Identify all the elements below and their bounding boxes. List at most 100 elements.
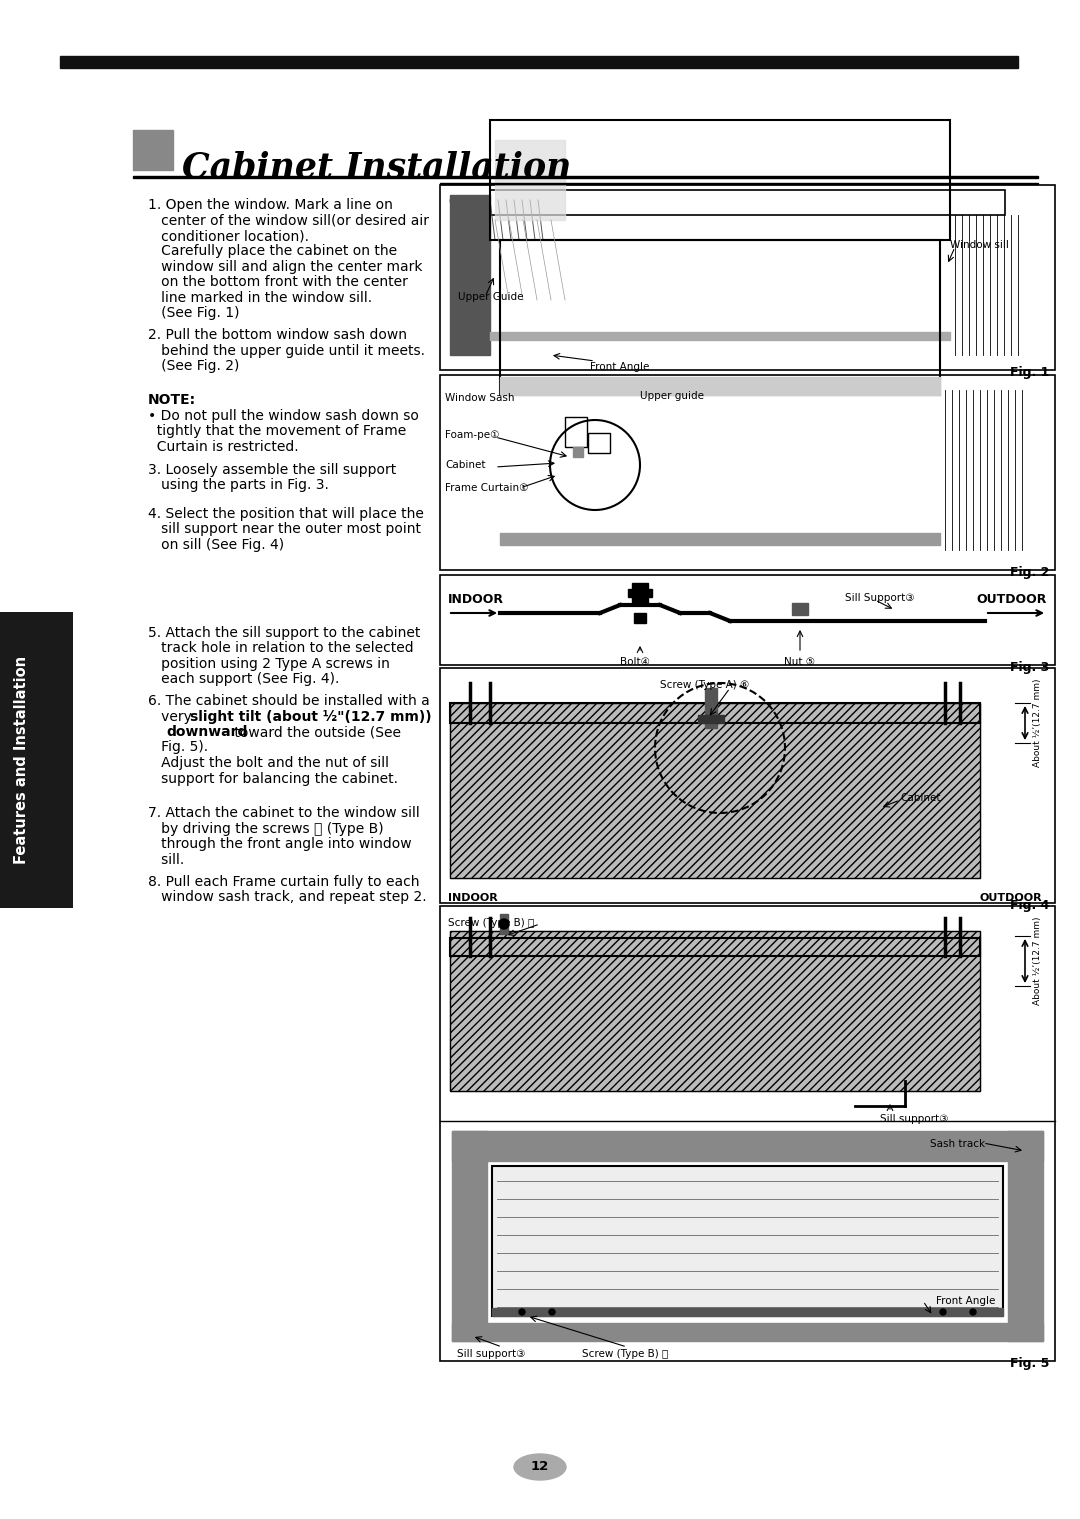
Text: 1. Open the window. Mark a line on: 1. Open the window. Mark a line on (148, 197, 393, 213)
Bar (500, 914, 508, 934)
Text: 7. Attach the cabinet to the window sill: 7. Attach the cabinet to the window sill (148, 807, 420, 820)
Bar (440, 668, 1055, 902)
Text: Upper guide: Upper guide (640, 390, 704, 401)
Text: on the bottom front with the center: on the bottom front with the center (148, 275, 408, 290)
Bar (573, 447, 583, 457)
Bar (490, 333, 950, 340)
Text: About ½’(12.7 mm): About ½’(12.7 mm) (1032, 917, 1042, 1006)
Text: Features and Installation: Features and Installation (14, 656, 29, 864)
Circle shape (519, 1309, 525, 1315)
Bar (565, 418, 588, 447)
Text: each support (See Fig. 4).: each support (See Fig. 4). (148, 673, 339, 687)
Text: using the parts in Fig. 3.: using the parts in Fig. 3. (148, 478, 329, 492)
Text: Adjust the bolt and the nut of sill: Adjust the bolt and the nut of sill (148, 756, 389, 770)
Text: Bolt④: Bolt④ (620, 658, 650, 667)
Bar (500, 377, 940, 395)
Text: INDOOR: INDOOR (448, 893, 498, 902)
Text: OUTDOOR: OUTDOOR (976, 592, 1047, 606)
Text: line marked in the window sill.: line marked in the window sill. (148, 292, 373, 305)
Text: 5. Attach the sill support to the cabinet: 5. Attach the sill support to the cabine… (148, 626, 420, 639)
Bar (450, 703, 980, 723)
Bar (634, 614, 646, 623)
Text: Curtain is restricted.: Curtain is restricted. (148, 441, 299, 454)
Bar (490, 120, 950, 240)
Circle shape (549, 1309, 555, 1315)
Text: Nut ⑤: Nut ⑤ (784, 658, 815, 667)
Text: (See Fig. 2): (See Fig. 2) (148, 358, 240, 374)
Text: Screw (Type B) ⓥ: Screw (Type B) ⓥ (582, 1349, 669, 1360)
Text: INDOOR: INDOOR (448, 592, 504, 606)
Bar (627, 589, 652, 597)
Text: Sash track: Sash track (930, 1139, 985, 1148)
Text: Carefully place the cabinet on the: Carefully place the cabinet on the (148, 245, 397, 258)
Text: Fig. 2: Fig. 2 (1010, 567, 1049, 579)
Bar (792, 603, 808, 615)
Text: Frame Curtain①: Frame Curtain① (445, 483, 528, 494)
Text: Fig. 1: Fig. 1 (1010, 366, 1049, 380)
Text: slight tilt (about ½"(12.7 mm)): slight tilt (about ½"(12.7 mm)) (190, 709, 432, 723)
Ellipse shape (514, 1454, 566, 1480)
Text: NOTE:: NOTE: (148, 393, 197, 407)
Text: window sill and align the center mark: window sill and align the center mark (148, 260, 422, 273)
Text: on sill (See Fig. 4): on sill (See Fig. 4) (148, 538, 284, 551)
Bar (453, 1132, 487, 1341)
Text: 4. Select the position that will place the: 4. Select the position that will place t… (148, 507, 423, 521)
Text: sill.: sill. (148, 852, 185, 866)
Text: through the front angle into window: through the front angle into window (148, 837, 411, 851)
Circle shape (499, 919, 509, 930)
Bar (133, 176, 1038, 178)
Text: 8. Pull each Frame curtain fully to each: 8. Pull each Frame curtain fully to each (148, 875, 419, 889)
Text: Screw (Type A) ⑥: Screw (Type A) ⑥ (660, 681, 750, 690)
Text: sill support near the outer most point: sill support near the outer most point (148, 523, 421, 536)
Text: Foam-pe①: Foam-pe① (445, 430, 499, 441)
Bar (500, 533, 940, 545)
Text: Sill support③: Sill support③ (457, 1349, 525, 1360)
Text: by driving the screws ⓥ (Type B): by driving the screws ⓥ (Type B) (148, 822, 383, 835)
Text: (See Fig. 1): (See Fig. 1) (148, 307, 240, 321)
Bar (698, 715, 724, 723)
Text: toward the outside (See: toward the outside (See (230, 725, 401, 740)
Text: Upper Guide: Upper Guide (458, 292, 524, 302)
Bar (492, 1167, 1003, 1315)
Text: conditioner location).: conditioner location). (148, 229, 309, 243)
Text: downward: downward (166, 725, 247, 740)
Bar (450, 194, 490, 355)
Text: Fig. 5).: Fig. 5). (148, 740, 208, 755)
Text: Front Angle: Front Angle (935, 1296, 995, 1306)
Text: very: very (148, 709, 197, 723)
Bar (450, 931, 980, 1091)
Text: center of the window sill(or desired air: center of the window sill(or desired air (148, 214, 429, 228)
Text: behind the upper guide until it meets.: behind the upper guide until it meets. (148, 343, 426, 357)
Text: Cabinet Installation: Cabinet Installation (183, 150, 571, 184)
Text: window sash track, and repeat step 2.: window sash track, and repeat step 2. (148, 890, 427, 904)
Bar (500, 240, 940, 395)
Text: About ½’(12.7 mm): About ½’(12.7 mm) (1032, 679, 1042, 767)
Text: Fig. 4: Fig. 4 (1010, 899, 1049, 911)
Bar (453, 1323, 1043, 1341)
Text: Screw (Type B) ⓥ: Screw (Type B) ⓥ (448, 917, 535, 928)
Text: tightly that the movement of Frame: tightly that the movement of Frame (148, 424, 406, 439)
Text: 6. The cabinet should be installed with a: 6. The cabinet should be installed with … (148, 694, 430, 708)
Text: position using 2 Type A screws in: position using 2 Type A screws in (148, 658, 390, 671)
Text: Cabinet: Cabinet (445, 460, 486, 469)
Bar (453, 1132, 1043, 1161)
Bar (492, 1308, 1003, 1315)
Circle shape (550, 419, 640, 510)
Text: Window Sash: Window Sash (445, 393, 514, 403)
Bar (450, 703, 980, 878)
Circle shape (940, 1309, 946, 1315)
Text: 3. Loosely assemble the sill support: 3. Loosely assemble the sill support (148, 463, 396, 477)
Text: Sill Support③: Sill Support③ (845, 592, 915, 603)
Bar (588, 433, 610, 453)
Bar (450, 939, 980, 955)
Bar (450, 703, 980, 878)
Bar (490, 190, 1005, 216)
Bar (133, 131, 173, 170)
Bar (60, 56, 1018, 68)
Text: Window sill: Window sill (950, 240, 1009, 251)
Text: • Do not pull the window sash down so: • Do not pull the window sash down so (148, 409, 419, 422)
Bar (632, 583, 648, 603)
Text: Cabinet: Cabinet (900, 793, 941, 804)
Text: Fig. 5: Fig. 5 (1010, 1356, 1049, 1370)
Text: Front Angle: Front Angle (590, 362, 649, 372)
